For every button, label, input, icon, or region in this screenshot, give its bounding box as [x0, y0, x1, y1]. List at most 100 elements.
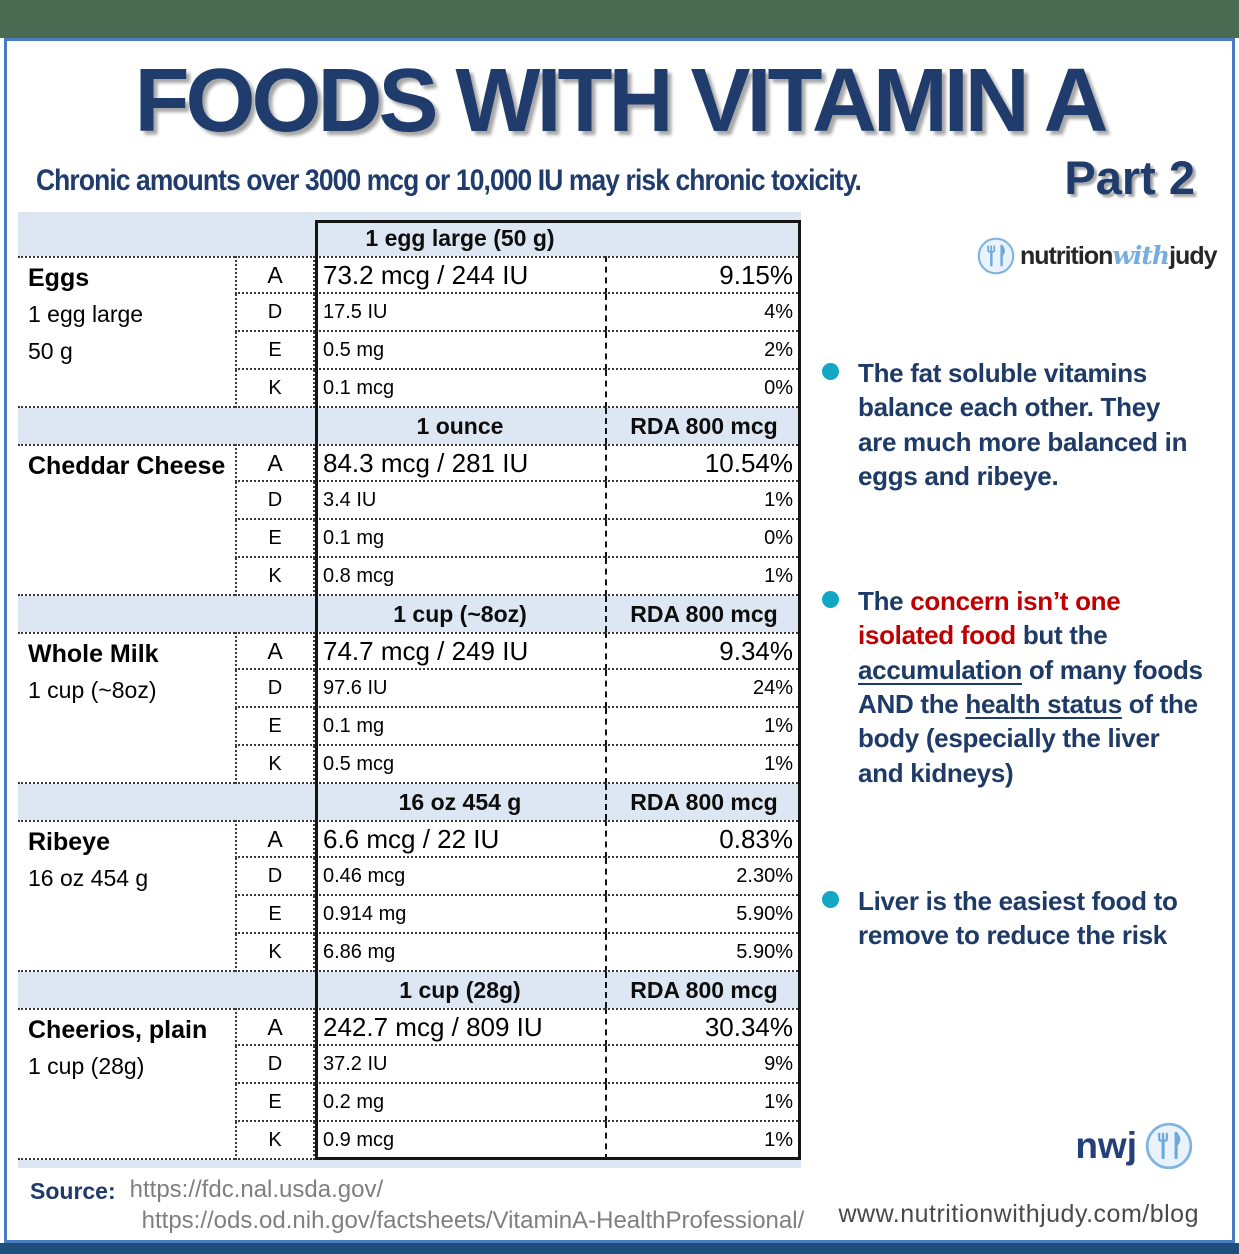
food-section: 1 egg large (50 g) Eggs 1 egg large 50 g A 73…	[18, 220, 801, 408]
vitamin-letter: A	[235, 632, 315, 670]
serving-line: 50 g	[28, 338, 73, 364]
vitamin-percent: 5.90%	[605, 934, 801, 972]
serving-line: 1 egg large	[28, 301, 144, 327]
table-sections: 1 egg large (50 g) Eggs 1 egg large 50 g A 73…	[18, 220, 801, 1160]
vitamin-percent: 10.54%	[605, 444, 801, 482]
vitamin-percent: 1%	[605, 1122, 801, 1160]
vitamin-percent: 1%	[605, 482, 801, 520]
note-text: Liver is the easiest food to remove to r…	[858, 884, 1204, 953]
serving-size-header: 1 cup (~8oz)	[393, 600, 527, 627]
bottom-border-band	[0, 1243, 1239, 1254]
vitamin-amount: 0.1 mg	[315, 708, 605, 746]
vitamin-percent: 0%	[605, 520, 801, 558]
note-text-segment: health status	[965, 688, 1122, 719]
food-name: Eggs	[28, 264, 90, 292]
serving-size-header: 1 cup (28g)	[399, 976, 521, 1003]
note-text-segment: accumulation	[858, 654, 1022, 685]
vitamin-amount: 0.1 mg	[315, 520, 605, 558]
vitamin-amount: 97.6 IU	[315, 670, 605, 708]
vitamin-percent: 5.90%	[605, 896, 801, 934]
source-link[interactable]: https://fdc.nal.usda.gov/	[129, 1176, 384, 1203]
vitamin-percent: 24%	[605, 670, 801, 708]
subtitle: Chronic amounts over 3000 mcg or 10,000 …	[36, 164, 862, 197]
food-name: Whole Milk	[28, 640, 159, 668]
vitamin-percent: 0%	[605, 370, 801, 408]
rda-header: RDA 800 mcg	[605, 784, 801, 820]
vitamin-percent: 9.34%	[605, 632, 801, 670]
vitamin-amount: 0.46 mcg	[315, 858, 605, 896]
serving-size-header: 1 ounce	[416, 412, 504, 439]
vitamin-letter: D	[235, 1046, 315, 1084]
vitamin-letter: D	[235, 670, 315, 708]
vitamin-percent: 1%	[605, 558, 801, 596]
vitamin-amount: 37.2 IU	[315, 1046, 605, 1084]
vitamin-letter: K	[235, 934, 315, 972]
food-name-cell: Eggs 1 egg large 50 g	[18, 256, 235, 408]
vitamin-amount: 3.4 IU	[315, 482, 605, 520]
rda-header: RDA 800 mcg	[605, 596, 801, 632]
source-label: Source:	[30, 1178, 116, 1204]
note-item: Liver is the easiest food to remove to r…	[822, 884, 1204, 953]
vitamin-amount: 0.5 mcg	[315, 746, 605, 784]
note-item: The concern isn’t one isolated food but …	[822, 584, 1204, 790]
vitamin-letter: K	[235, 1122, 315, 1160]
serving-line: 1 cup (28g)	[28, 1053, 145, 1079]
vitamin-percent: 1%	[605, 1084, 801, 1122]
bullet-icon	[822, 891, 839, 908]
note-text-segment: The fat soluble vitamins balance each ot…	[858, 358, 1188, 491]
serving-line: 16 oz 454 g	[28, 865, 149, 891]
fork-knife-icon	[1145, 1122, 1193, 1170]
brand-text-nutrition: nutrition	[1020, 242, 1113, 270]
fork-knife-icon	[977, 237, 1015, 275]
brand-text-with: with	[1112, 241, 1170, 270]
vitamin-percent: 1%	[605, 708, 801, 746]
vitamin-table: 1 egg large (50 g) Eggs 1 egg large 50 g A 73…	[18, 212, 801, 1168]
vitamin-amount: 0.8 mcg	[315, 558, 605, 596]
footer-logo-text: nwj	[1075, 1125, 1137, 1166]
vitamin-letter: A	[235, 444, 315, 482]
brand-text-judy: judy	[1169, 242, 1217, 270]
food-name-cell: Ribeye 16 oz 454 g	[18, 820, 235, 972]
vitamin-letter: E	[235, 708, 315, 746]
vitamin-amount: 0.5 mg	[315, 332, 605, 370]
vitamin-letter: E	[235, 896, 315, 934]
vitamin-letter: K	[235, 746, 315, 784]
serving-size-header: 16 oz 454 g	[398, 788, 522, 815]
food-section: 1 cup (28g) RDA 800 mcg Cheerios, plain 1 c…	[18, 972, 801, 1160]
vitamin-amount: 17.5 IU	[315, 294, 605, 332]
food-name-cell: Cheddar Cheese	[18, 444, 235, 596]
vitamin-letter: D	[235, 294, 315, 332]
note-text-segment: The	[858, 586, 911, 616]
vitamin-percent: 9.15%	[605, 256, 801, 294]
page-title: FOODS WITH VITAMIN A	[134, 51, 1109, 151]
vitamin-amount: 0.914 mg	[315, 896, 605, 934]
vitamin-percent: 2%	[605, 332, 801, 370]
vitamin-amount: 84.3 mcg / 281 IU	[315, 444, 605, 482]
note-text-segment: but the	[1015, 620, 1108, 651]
food-name: Cheddar Cheese	[28, 452, 226, 480]
vitamin-letter: A	[235, 256, 315, 294]
bullet-icon	[822, 591, 839, 608]
brand-logo: nutritionwithjudy	[977, 237, 1218, 275]
vitamin-letter: D	[235, 482, 315, 520]
serving-line: 1 cup (~8oz)	[28, 677, 157, 703]
note-text: The concern isn’t one isolated food but …	[858, 584, 1204, 790]
vitamin-letter: E	[235, 332, 315, 370]
footer-url[interactable]: www.nutritionwithjudy.com/blog	[838, 1200, 1199, 1228]
vitamin-percent: 1%	[605, 746, 801, 784]
food-name: Cheerios, plain	[28, 1016, 208, 1044]
vitamin-percent: 4%	[605, 294, 801, 332]
food-section: 16 oz 454 g RDA 800 mcg Ribeye 16 oz 454 g A…	[18, 784, 801, 972]
vitamin-letter: D	[235, 858, 315, 896]
vitamin-percent: 0.83%	[605, 820, 801, 858]
food-section: 1 ounce RDA 800 mcg Cheddar Cheese A 84.3 mc…	[18, 408, 801, 596]
note-text-segment: concern isn’t one isolated food	[858, 586, 1121, 651]
rda-header: RDA 800 mcg	[605, 972, 801, 1008]
note-text-segment: of many foods AND the	[858, 654, 1203, 719]
vitamin-amount: 6.6 mcg / 22 IU	[315, 820, 605, 858]
vitamin-letter: K	[235, 370, 315, 408]
source-link[interactable]: https://ods.od.nih.gov/factsheets/Vitami…	[141, 1207, 805, 1234]
vitamin-letter: A	[235, 1008, 315, 1046]
vitamin-letter: K	[235, 558, 315, 596]
part-label: Part 2	[1064, 151, 1195, 204]
